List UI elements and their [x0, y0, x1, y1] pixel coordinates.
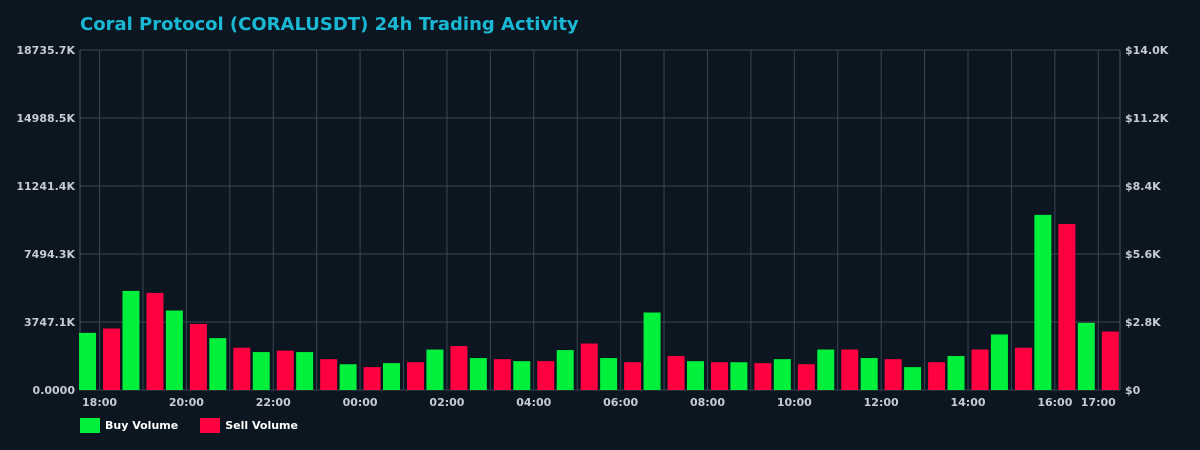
bar-buy-volume — [947, 356, 965, 390]
bar-buy-volume — [296, 352, 314, 390]
y-tick-label-right: $11.2K — [1125, 112, 1169, 125]
bar-sell-volume — [189, 323, 207, 390]
bar-sell-volume — [493, 359, 511, 390]
legend-swatch-sell — [200, 418, 221, 433]
bar-sell-volume — [667, 356, 685, 390]
bar-sell-volume — [971, 349, 989, 390]
bar-sell-volume — [624, 362, 642, 390]
bar-sell-volume — [710, 362, 728, 390]
bar-sell-volume — [320, 359, 338, 390]
y-tick-label-right: $2.8K — [1125, 316, 1161, 329]
y-tick-label-left: 11241.4K — [16, 180, 75, 193]
bar-buy-volume — [600, 358, 618, 390]
bar-buy-volume — [165, 310, 183, 390]
x-tick-label: 02:00 — [429, 396, 464, 409]
legend-item-buy[interactable]: Buy Volume — [80, 418, 178, 433]
bar-buy-volume — [122, 290, 140, 390]
bar-buy-volume — [730, 362, 748, 390]
x-tick-label: 04:00 — [516, 396, 551, 409]
y-tick-label-right: $5.6K — [1125, 248, 1161, 261]
x-tick-label: 10:00 — [777, 396, 812, 409]
x-tick-label: 12:00 — [864, 396, 899, 409]
bar-sell-volume — [1101, 331, 1119, 390]
bar-buy-volume — [339, 364, 357, 390]
bar-buy-volume — [252, 352, 270, 390]
bar-buy-volume — [209, 338, 227, 390]
bar-sell-volume — [146, 292, 164, 390]
bar-buy-volume — [643, 312, 661, 390]
bar-buy-volume — [817, 349, 835, 390]
legend-item-sell[interactable]: Sell Volume — [200, 418, 298, 433]
bar-buy-volume — [860, 358, 878, 390]
y-tick-label-left: 3747.1K — [24, 316, 75, 329]
y-tick-label-left: 7494.3K — [24, 248, 75, 261]
x-tick-label: 20:00 — [169, 396, 204, 409]
bar-buy-volume — [513, 361, 531, 390]
bar-sell-volume — [103, 328, 121, 390]
bar-buy-volume — [773, 359, 791, 390]
bar-sell-volume — [407, 362, 425, 390]
bar-sell-volume — [841, 349, 859, 390]
bar-sell-volume — [233, 347, 251, 390]
bar-sell-volume — [580, 343, 598, 390]
legend-label-buy: Buy Volume — [105, 419, 179, 432]
bar-buy-volume — [904, 367, 922, 390]
bar-buy-volume — [426, 349, 444, 390]
bar-buy-volume — [1034, 214, 1052, 390]
x-tick-label: 16:00 — [1037, 396, 1072, 409]
legend-swatch-buy — [80, 418, 100, 433]
bar-sell-volume — [928, 362, 946, 390]
y-tick-label-left: 14988.5K — [16, 112, 75, 125]
y-tick-label-right: $8.4K — [1125, 180, 1161, 193]
x-tick-label: 22:00 — [256, 396, 291, 409]
x-tick-label: 17:00 — [1081, 396, 1116, 409]
y-tick-label-right: $0 — [1125, 384, 1141, 397]
x-tick-label: 06:00 — [603, 396, 638, 409]
bar-sell-volume — [754, 363, 772, 390]
bar-buy-volume — [686, 361, 704, 390]
x-tick-label: 18:00 — [82, 396, 117, 409]
legend-label-sell: Sell Volume — [225, 419, 298, 432]
bar-sell-volume — [1014, 347, 1032, 390]
bar-sell-volume — [537, 361, 555, 390]
bar-sell-volume — [884, 359, 902, 390]
x-tick-label: 14:00 — [951, 396, 986, 409]
bar-buy-volume — [383, 363, 401, 390]
legend: Buy Volume Sell Volume — [80, 418, 298, 433]
bar-buy-volume — [79, 332, 97, 390]
bar-sell-volume — [1058, 223, 1076, 390]
y-tick-label-left: 0.0000 — [33, 384, 76, 397]
bar-buy-volume — [469, 358, 487, 390]
y-tick-label-left: 18735.7K — [16, 44, 75, 57]
x-tick-label: 00:00 — [343, 396, 378, 409]
bar-sell-volume — [450, 346, 468, 390]
bar-buy-volume — [1077, 322, 1095, 390]
chart-title: Coral Protocol (CORALUSDT) 24h Trading A… — [80, 14, 579, 35]
bar-buy-volume — [556, 350, 574, 390]
bar-sell-volume — [797, 364, 815, 390]
bar-sell-volume — [276, 350, 294, 390]
bar-sell-volume — [363, 367, 381, 390]
bar-buy-volume — [990, 334, 1008, 390]
y-tick-label-right: $14.0K — [1125, 44, 1169, 57]
x-tick-label: 08:00 — [690, 396, 725, 409]
